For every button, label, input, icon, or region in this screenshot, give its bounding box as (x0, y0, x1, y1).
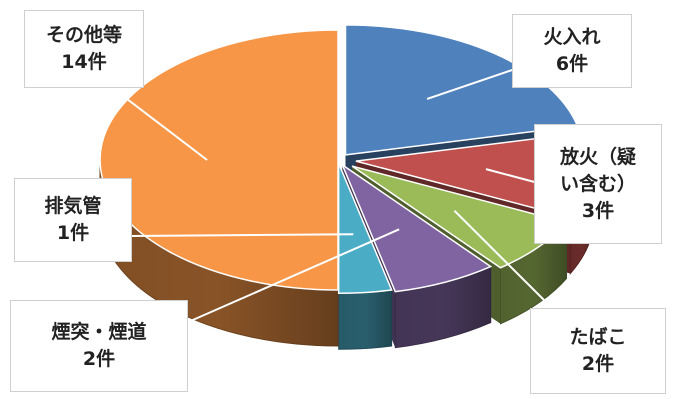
label-slice-houka: 放火（疑 い含む） 3件 (534, 124, 662, 244)
label-slice-houka-name-line2: い含む） (559, 172, 636, 195)
slice-sonota (99, 29, 339, 291)
label-slice-entotsu: 煙突・煙道 2件 (10, 300, 188, 392)
label-slice-entotsu-count: 2件 (82, 348, 116, 370)
slice-side-shade-sonota (100, 160, 338, 346)
label-slice-tabako-name: たばこ (569, 326, 627, 348)
label-slice-tabako-count: 2件 (581, 353, 615, 375)
label-slice-tabako: たばこ 2件 (530, 308, 666, 394)
label-slice-haikikan-name: 排気管 (44, 195, 102, 217)
leader-line-haikikan (129, 233, 354, 237)
leader-line-entotsu (169, 228, 400, 331)
label-slice-houka-name-line1: 放火（疑 (559, 145, 636, 168)
label-slice-hiire-name: 火入れ (543, 26, 601, 48)
leader-line-tabako (453, 210, 557, 313)
leader-line-houka (485, 168, 543, 185)
label-slice-sonota-count: 14件 (61, 51, 107, 73)
label-slice-hiire-count: 6件 (555, 53, 589, 75)
slice-side-shade-entotsu (395, 266, 491, 348)
slice-hiire (344, 24, 579, 156)
slice-haikikan (337, 162, 393, 295)
slice-side-shade-tabako (500, 222, 567, 324)
leader-line-sonota (109, 85, 208, 161)
slice-side-shade-haikikan (338, 289, 392, 350)
label-slice-haikikan-count: 1件 (56, 222, 90, 244)
label-slice-sonota: その他等 14件 (24, 10, 144, 88)
label-slice-entotsu-name: 煙突・煙道 (51, 321, 147, 343)
label-slice-sonota-name: その他等 (45, 24, 122, 46)
label-slice-houka-count: 3件 (581, 199, 615, 222)
label-slice-haikikan: 排気管 1件 (14, 178, 132, 262)
leader-line-hiire (426, 67, 519, 100)
label-slice-hiire: 火入れ 6件 (512, 14, 632, 88)
slice-entotsu (340, 162, 493, 293)
